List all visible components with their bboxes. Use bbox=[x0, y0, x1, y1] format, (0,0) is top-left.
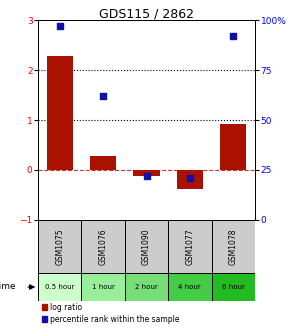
Bar bbox=[47, 56, 73, 170]
Bar bbox=[134, 170, 159, 176]
Bar bbox=[81, 274, 125, 300]
Bar bbox=[168, 274, 212, 300]
Text: 1 hour: 1 hour bbox=[92, 284, 115, 290]
Text: GSM1090: GSM1090 bbox=[142, 228, 151, 265]
Text: time: time bbox=[0, 283, 16, 292]
Title: GDS115 / 2862: GDS115 / 2862 bbox=[99, 7, 194, 20]
Text: 0.5 hour: 0.5 hour bbox=[45, 284, 74, 290]
Bar bbox=[212, 220, 255, 274]
Point bbox=[188, 175, 192, 181]
Bar bbox=[168, 220, 212, 274]
Bar bbox=[90, 157, 116, 170]
Bar bbox=[38, 220, 81, 274]
Point bbox=[101, 93, 105, 99]
Bar bbox=[212, 274, 255, 300]
Text: 6 hour: 6 hour bbox=[222, 284, 245, 290]
Bar bbox=[81, 220, 125, 274]
Point bbox=[57, 24, 62, 29]
Bar bbox=[125, 274, 168, 300]
Text: GSM1077: GSM1077 bbox=[185, 228, 194, 265]
Legend: log ratio, percentile rank within the sample: log ratio, percentile rank within the sa… bbox=[42, 303, 180, 324]
Text: 2 hour: 2 hour bbox=[135, 284, 158, 290]
Text: GSM1075: GSM1075 bbox=[55, 228, 64, 265]
Bar bbox=[38, 274, 81, 300]
Text: GSM1076: GSM1076 bbox=[99, 228, 108, 265]
Point bbox=[231, 34, 236, 39]
Point bbox=[144, 173, 149, 179]
Bar bbox=[125, 220, 168, 274]
Bar bbox=[220, 124, 246, 170]
Text: 4 hour: 4 hour bbox=[178, 284, 201, 290]
Bar bbox=[177, 170, 203, 189]
Text: GSM1078: GSM1078 bbox=[229, 228, 238, 265]
